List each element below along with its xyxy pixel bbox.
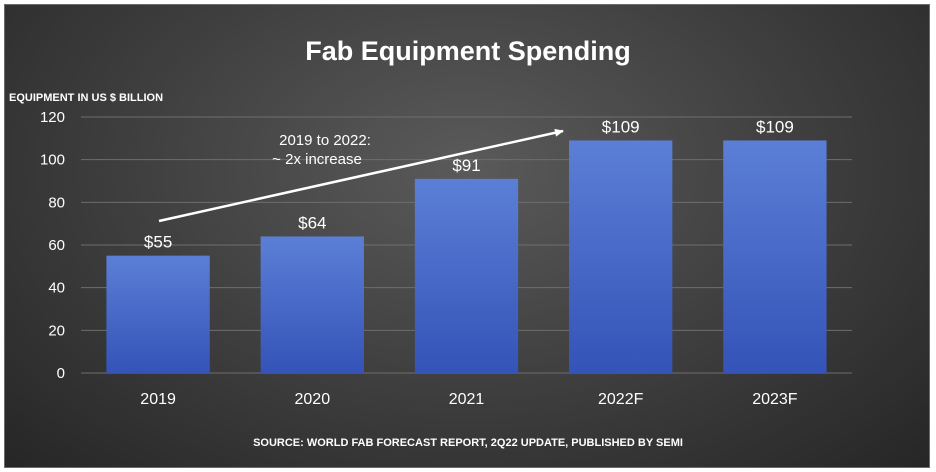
x-tick-label: 2020 — [295, 391, 331, 408]
bar — [723, 140, 827, 373]
y-tick-label: 20 — [48, 322, 65, 339]
data-label: $109 — [602, 117, 640, 136]
data-label: $91 — [452, 156, 480, 175]
data-label: $109 — [756, 117, 794, 136]
annotation-line-2: ~ 2x increase — [272, 151, 362, 168]
data-label: $64 — [298, 213, 326, 232]
bar — [106, 255, 210, 373]
bar-chart: Fab Equipment Spending EQUIPMENT IN US $… — [9, 36, 852, 449]
data-label: $55 — [144, 233, 172, 252]
x-tick-label: 2023F — [752, 391, 798, 408]
chart-title: Fab Equipment Spending — [305, 36, 631, 66]
bar — [569, 140, 673, 373]
bars — [106, 140, 827, 373]
bar — [414, 178, 519, 373]
source-note: SOURCE: WORLD FAB FORECAST REPORT, 2Q22 … — [253, 437, 683, 449]
trend-arrow — [158, 128, 564, 223]
x-tick-labels: 2019 2020 2021 2022F 2023F — [140, 391, 798, 408]
y-tick-label: 100 — [40, 152, 65, 169]
y-tick-label: 120 — [40, 109, 65, 126]
y-tick-label: 40 — [48, 280, 65, 297]
x-tick-label: 2019 — [140, 391, 176, 408]
data-labels: $55 $64 $91 $109 $109 — [144, 117, 794, 251]
bar — [260, 236, 364, 373]
chart-frame: Fab Equipment Spending EQUIPMENT IN US $… — [4, 4, 930, 468]
x-tick-label: 2022F — [598, 391, 644, 408]
x-tick-label: 2021 — [449, 391, 485, 408]
y-axis-label: EQUIPMENT IN US $ BILLION — [9, 92, 163, 104]
y-tick-label: 0 — [57, 365, 65, 382]
y-tick-label: 60 — [48, 237, 65, 254]
y-tick-labels: 0 20 40 60 80 100 120 — [40, 109, 65, 382]
annotation-line-1: 2019 to 2022: — [279, 132, 371, 149]
y-tick-label: 80 — [48, 194, 65, 211]
